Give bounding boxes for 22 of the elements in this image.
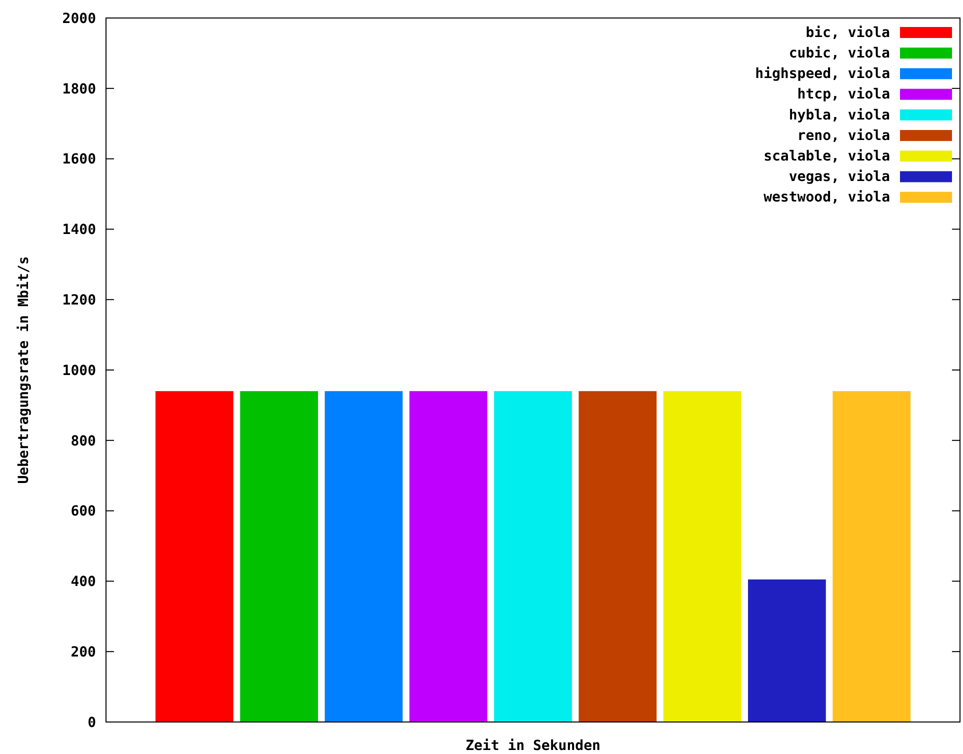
legend-label: highspeed, viola [755,66,890,82]
y-tick-label: 1600 [62,152,96,168]
x-axis-title: Zeit in Sekunden [466,738,600,754]
y-tick-label: 1000 [62,362,96,379]
legend-label: cubic, viola [788,46,890,62]
y-tick-label: 1200 [62,292,96,308]
y-tick-label: 1800 [62,81,96,98]
legend-label: hybla, viola [788,107,890,124]
y-tick-label: 1400 [62,222,96,238]
y-tick-label: 800 [70,433,96,450]
legend-label: reno, viola [797,128,890,144]
legend-label: scalable, viola [764,148,890,164]
legend-label: htcp, viola [797,86,890,103]
y-tick-label: 0 [88,714,96,731]
legend-label: bic, viola [806,24,890,41]
y-tick-label: 200 [70,644,96,660]
legend-label: westwood, viola [764,190,890,206]
y-tick-label: 600 [70,504,96,520]
y-axis-title: Uebertragungsrate in Mbit/s [16,256,32,484]
y-tick-label: 2000 [62,10,96,27]
y-tick-label: 400 [70,574,96,590]
legend-label: vegas, viola [788,169,890,186]
